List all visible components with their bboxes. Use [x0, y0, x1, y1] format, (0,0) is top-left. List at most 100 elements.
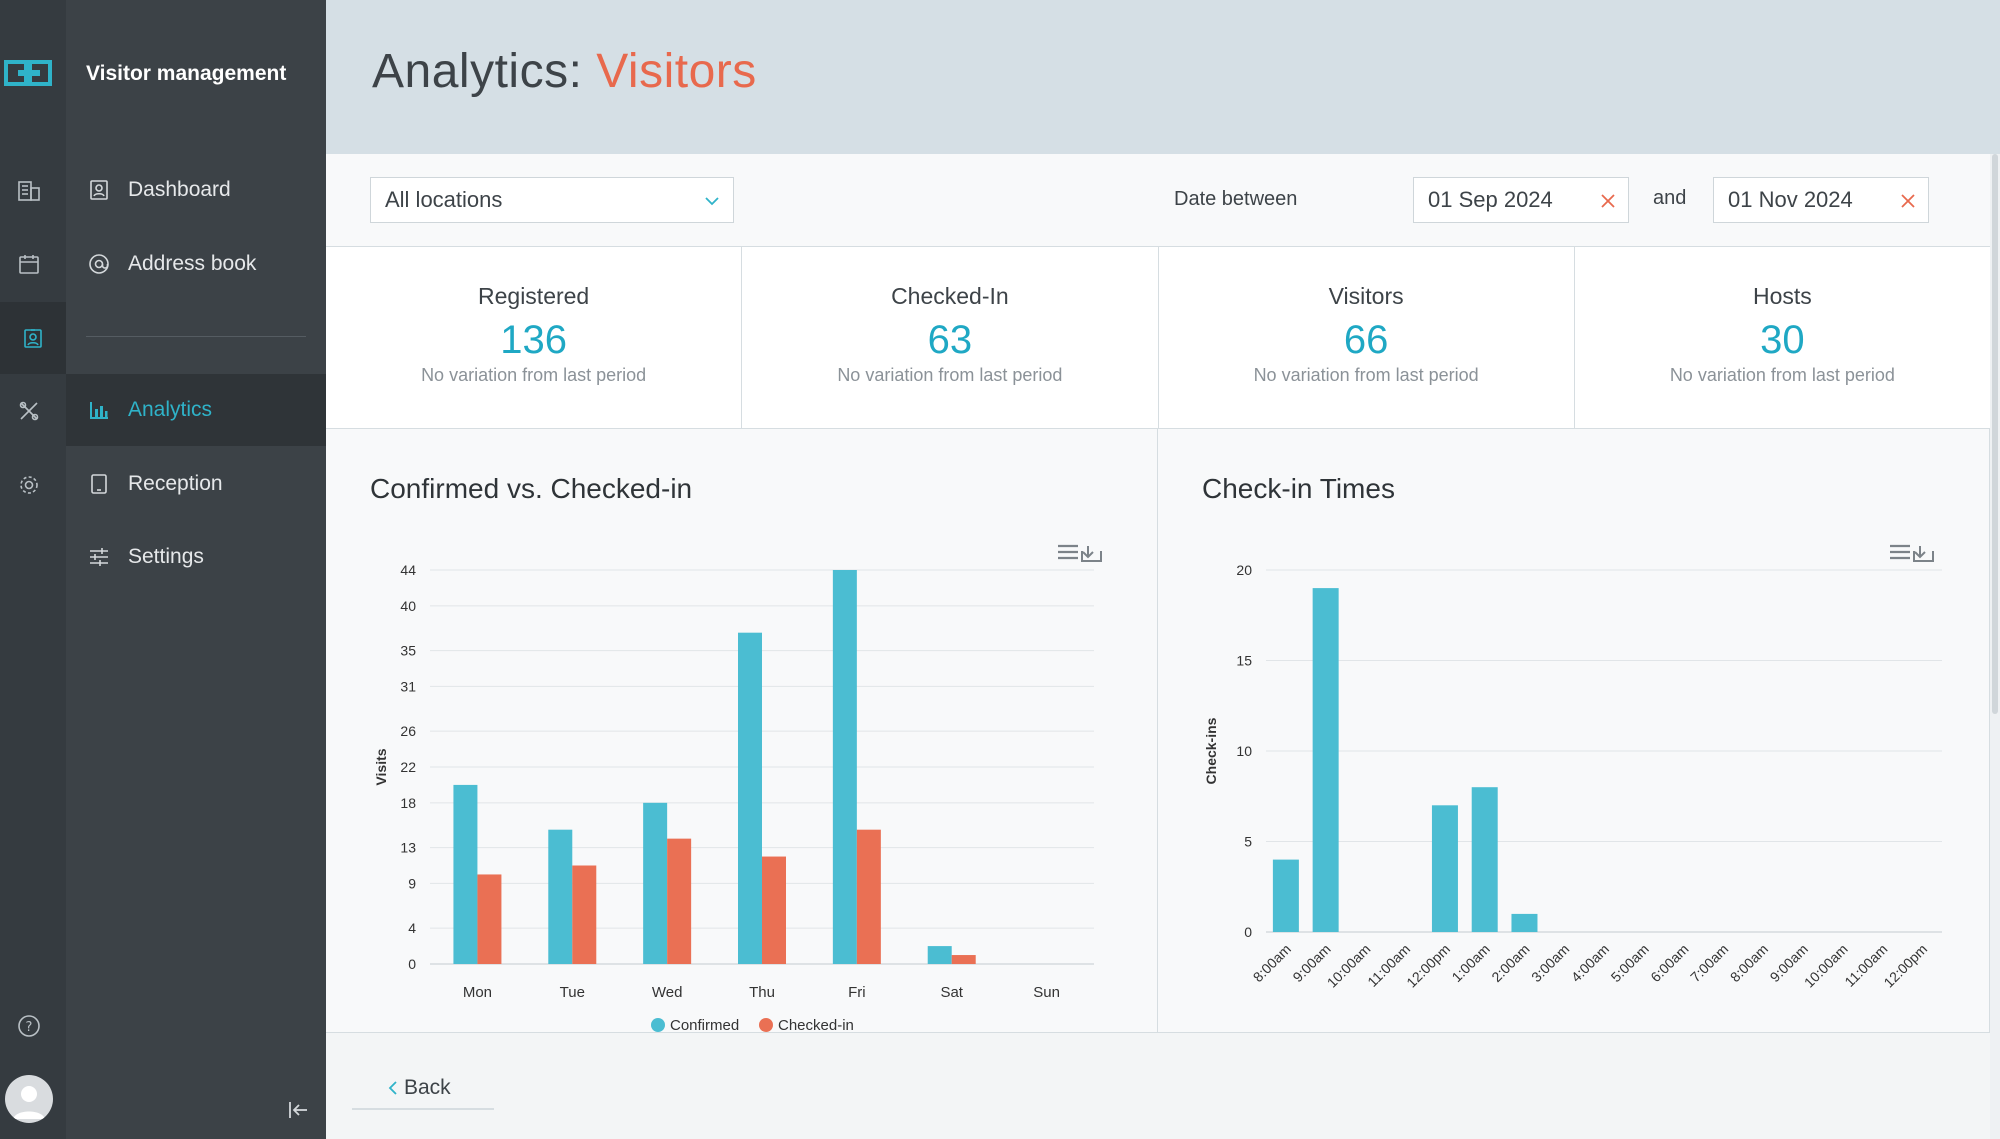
sidebar-item-analytics[interactable]: Analytics [66, 374, 326, 446]
location-select[interactable]: All locations [370, 177, 734, 223]
sidebar-item-settings[interactable]: Settings [66, 521, 326, 593]
stat-label: Checked-In [891, 283, 1009, 309]
y-tick-label: 10 [1236, 743, 1252, 759]
stat-value: 30 [1760, 318, 1805, 362]
x-tick-label: 10:00am [1324, 941, 1374, 991]
filter-bar: All locations Date between 01 Sep 2024 a… [326, 154, 1990, 246]
legend-marker [651, 1018, 665, 1032]
tools-icon[interactable] [14, 396, 44, 426]
y-tick-label: 13 [400, 840, 416, 856]
y-axis-label: Check-ins [1203, 717, 1219, 784]
y-tick-label: 9 [408, 875, 416, 891]
x-tick-label: Tue [560, 984, 585, 1001]
calendar-icon[interactable] [14, 249, 44, 279]
bar-checked-in [477, 874, 502, 964]
stat-value: 136 [500, 318, 567, 362]
y-tick-label: 18 [400, 795, 416, 811]
collapse-sidebar-icon[interactable] [286, 1098, 310, 1122]
page-title-prefix: Analytics: [372, 45, 583, 98]
y-axis-label: Visits [373, 748, 389, 785]
chart-title: Check-in Times [1202, 473, 1395, 504]
date-between-label: Date between [1174, 188, 1298, 210]
y-tick-label: 15 [1236, 653, 1252, 669]
x-tick-label: 3:00am [1528, 941, 1572, 985]
date-to-field[interactable]: 01 Nov 2024 [1713, 177, 1929, 223]
y-tick-label: 5 [1244, 834, 1252, 850]
bar-checked-in [951, 955, 976, 964]
page-title-accent: Visitors [596, 45, 757, 98]
sidebar-item-label: Dashboard [128, 178, 231, 201]
and-label: and [1653, 187, 1687, 209]
clear-date-from-icon[interactable] [1598, 191, 1618, 211]
back-button-label: Back [404, 1076, 451, 1099]
page-scrollbar[interactable] [1990, 154, 2000, 1139]
visitor-badge-rail-item[interactable] [0, 302, 66, 374]
stat-hosts: Hosts 30 No variation from last period [1575, 247, 1990, 428]
bar-checkins [1431, 805, 1458, 932]
sidebar-item-label: Analytics [128, 398, 213, 421]
chart-confirmed-vs-checked-in: 0 4 9 13 18 22 26 31 35 40 44 Visits Mon Tue Wed Thu Fri… [373, 544, 1102, 1033]
date-to-value: 01 Nov 2024 [1728, 187, 1853, 212]
clear-date-to-icon[interactable] [1898, 191, 1918, 211]
icon-rail: ? [0, 0, 66, 1139]
download-icon[interactable] [1081, 546, 1102, 562]
x-tick-label: 10:00am [1801, 941, 1851, 991]
bar-checked-in [572, 865, 597, 964]
bar-chart-icon [86, 397, 112, 423]
svg-text:?: ? [26, 1020, 33, 1035]
page-header: Analytics: Visitors [326, 0, 2000, 154]
stat-variation: No variation from last period [1669, 365, 1895, 385]
x-tick-label: Thu [749, 984, 775, 1001]
stat-value: 63 [927, 318, 973, 362]
x-tick-label: Sat [940, 984, 963, 1001]
download-icon[interactable] [1913, 546, 1934, 562]
badge-icon [24, 329, 42, 348]
menu-icon[interactable] [1058, 544, 1078, 560]
tablet-icon [86, 471, 112, 497]
stat-checked-in: Checked-In 63 No variation from last per… [742, 247, 1159, 428]
sidebar-divider [86, 336, 306, 337]
sidebar-item-reception[interactable]: Reception [66, 448, 326, 520]
chart-panel-confirmed-vs-checked-in: 0 4 9 13 18 22 26 31 35 40 44 Visits Mon Tue Wed Thu Fri… [326, 429, 1158, 1033]
stat-visitors: Visitors 66 No variation from last perio… [1159, 247, 1575, 428]
date-from-field[interactable]: 01 Sep 2024 [1413, 177, 1629, 223]
sidebar-item-address-book[interactable]: Address book [66, 228, 326, 300]
page-title: Analytics: Visitors [372, 44, 757, 99]
x-tick-label: 6:00am [1647, 941, 1691, 985]
stats-row: Registered 136 No variation from last pe… [326, 246, 1990, 429]
y-tick-label: 4 [408, 920, 416, 936]
avatar[interactable] [5, 1075, 53, 1123]
stat-label: Hosts [1752, 283, 1812, 309]
bar-confirmed [832, 570, 857, 964]
legend-label[interactable]: Checked-in [778, 1017, 854, 1033]
bar-checked-in [762, 856, 786, 964]
gear-icon[interactable] [14, 470, 44, 500]
stat-label: Registered [478, 283, 590, 309]
sidebar-item-label: Reception [128, 472, 223, 495]
panel-divider [326, 1032, 1990, 1033]
sidebar-item-label: Address book [128, 252, 257, 275]
stat-variation: No variation from last period [1253, 365, 1479, 385]
y-tick-label: 0 [408, 956, 416, 972]
bar-confirmed [643, 802, 668, 964]
bar-confirmed [927, 946, 952, 964]
building-icon[interactable] [14, 176, 44, 206]
legend-label[interactable]: Confirmed [670, 1017, 739, 1033]
y-tick-label: 44 [400, 562, 416, 578]
bar-checkins [1511, 913, 1538, 932]
help-icon[interactable]: ? [14, 1011, 44, 1041]
sidebar-item-dashboard[interactable]: Dashboard [66, 154, 326, 226]
scrollbar-thumb[interactable] [1992, 154, 1998, 714]
back-button[interactable]: Back [352, 1068, 494, 1110]
menu-icon[interactable] [1890, 544, 1910, 560]
sidebar: Visitor management Dashboard Address boo… [66, 0, 326, 1139]
bar-checked-in [667, 838, 692, 964]
chart-panel-check-in-times: 0 5 10 15 20 Check-ins 8:00am 9:00am 10:00am 11:0… [1158, 429, 1990, 1033]
stat-label: Visitors [1328, 283, 1404, 309]
chart-title: Confirmed vs. Checked-in [370, 473, 693, 504]
location-select-value: All locations [385, 187, 503, 212]
bar-confirmed [738, 632, 762, 964]
y-tick-label: 20 [1236, 562, 1252, 578]
sliders-icon [86, 544, 112, 570]
y-tick-label: 40 [400, 598, 416, 614]
